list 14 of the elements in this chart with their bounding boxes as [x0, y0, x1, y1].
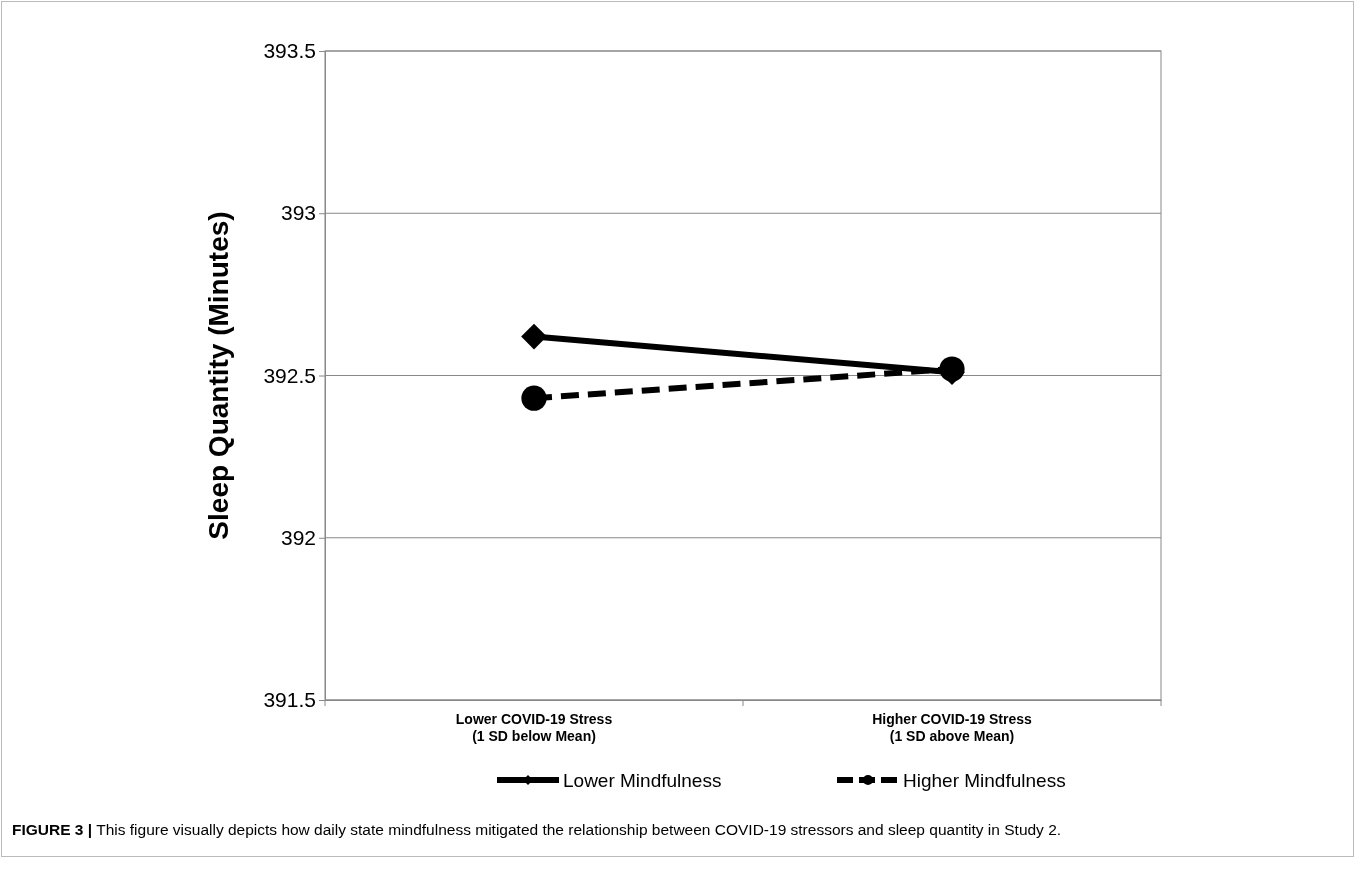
y-tick-label: 393.5: [263, 39, 316, 63]
point: [521, 323, 547, 350]
point: [521, 385, 547, 411]
y-axis-title: Sleep Quantity (Minutes): [203, 211, 234, 540]
y-tick-label: 393: [280, 201, 316, 225]
y-tick-label: 392: [280, 525, 316, 549]
point: [939, 356, 965, 382]
legend-label: Lower Mindfulness: [563, 770, 722, 791]
x-tick-label: Higher COVID-19 Stress (1 SD above Mean): [872, 711, 1032, 744]
x-tick-label: Lower COVID-19 Stress (1 SD below Mean): [455, 711, 613, 744]
legend-label: Higher Mindfulness: [903, 770, 1066, 791]
y-tick-label: 392.5: [263, 363, 316, 387]
caption: FIGURE 3 | This figure visually depicts how daily state mindfulness mitigated the relationship between COVID-19 stressors and sleep quantity in Study 2.: [12, 821, 1062, 838]
y-tick-label: 391.5: [263, 688, 316, 712]
